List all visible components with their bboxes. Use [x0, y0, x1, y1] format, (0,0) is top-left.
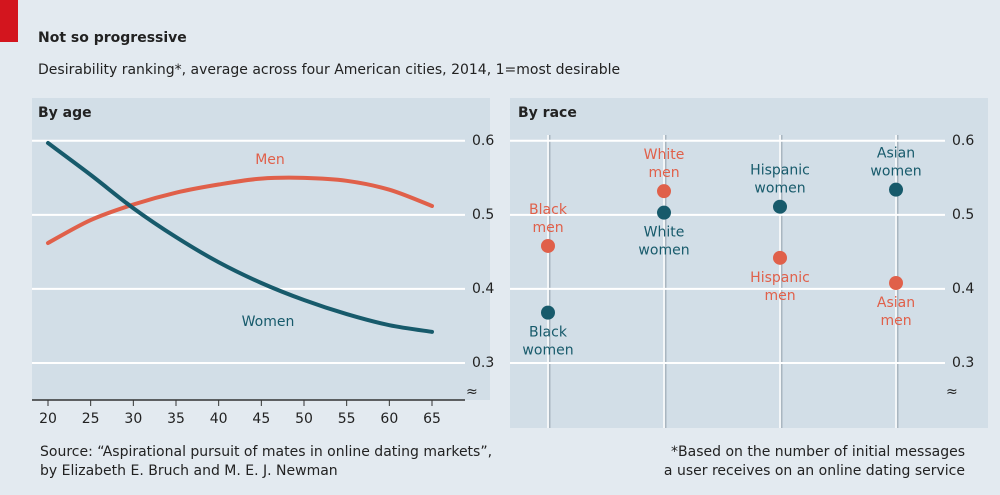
line	[46, 141, 434, 334]
series-label: Women	[242, 314, 295, 330]
dot	[541, 305, 555, 320]
panel-bg	[510, 98, 988, 428]
axis-break: ≈	[466, 384, 478, 400]
source: Source: “Aspirational pursuit of mates i…	[40, 444, 492, 460]
y-tick-label: 0.3	[952, 355, 974, 371]
dot	[657, 184, 671, 199]
y-tick-label: 0.6	[952, 133, 974, 149]
y-tick-label: 0.3	[472, 355, 494, 371]
x-tick-label: 60	[380, 411, 398, 427]
panel-title: By race	[518, 105, 577, 121]
x-tick-label: 50	[295, 411, 313, 427]
axis-break: ≈	[946, 384, 958, 400]
point-label: White men	[644, 147, 685, 181]
y-tick-label: 0.6	[472, 133, 494, 149]
point-label: Hispanic men	[750, 270, 810, 304]
dot	[773, 199, 787, 214]
subtitle: Desirability ranking*, average across fo…	[38, 62, 620, 78]
panel-bg	[32, 98, 490, 400]
y-tick-label: 0.4	[952, 281, 974, 297]
point-label: Asian men	[877, 295, 915, 329]
point-label: White women	[638, 225, 689, 259]
dot	[889, 275, 903, 290]
x-tick-label: 30	[124, 411, 142, 427]
dot	[773, 250, 787, 265]
x-tick-label: 55	[338, 411, 356, 427]
point-label: Hispanic women	[750, 163, 810, 197]
y-tick-label: 0.5	[472, 207, 494, 223]
x-tick-label: 65	[423, 411, 441, 427]
red-tag	[0, 0, 18, 42]
x-tick-label: 25	[82, 411, 100, 427]
series-label: Men	[255, 152, 285, 168]
x-tick-label: 20	[39, 411, 57, 427]
point-label: Black women	[522, 325, 573, 359]
source: by Elizabeth E. Bruch and M. E. J. Newma…	[40, 463, 338, 479]
title: Not so progressive	[38, 30, 187, 46]
y-tick-label: 0.5	[952, 207, 974, 223]
note: a user receives on an online dating serv…	[664, 463, 965, 479]
x-tick-label: 45	[252, 411, 270, 427]
line	[46, 175, 434, 246]
panel-title: By age	[38, 105, 92, 121]
y-tick-label: 0.4	[472, 281, 494, 297]
dot	[541, 238, 555, 253]
x-tick-label: 35	[167, 411, 185, 427]
x-tick-label: 40	[210, 411, 228, 427]
dot	[657, 205, 671, 220]
point-label: Black men	[529, 202, 568, 236]
dot	[889, 182, 903, 197]
point-label: Asian women	[870, 146, 921, 180]
note: *Based on the number of initial messages	[671, 444, 965, 460]
